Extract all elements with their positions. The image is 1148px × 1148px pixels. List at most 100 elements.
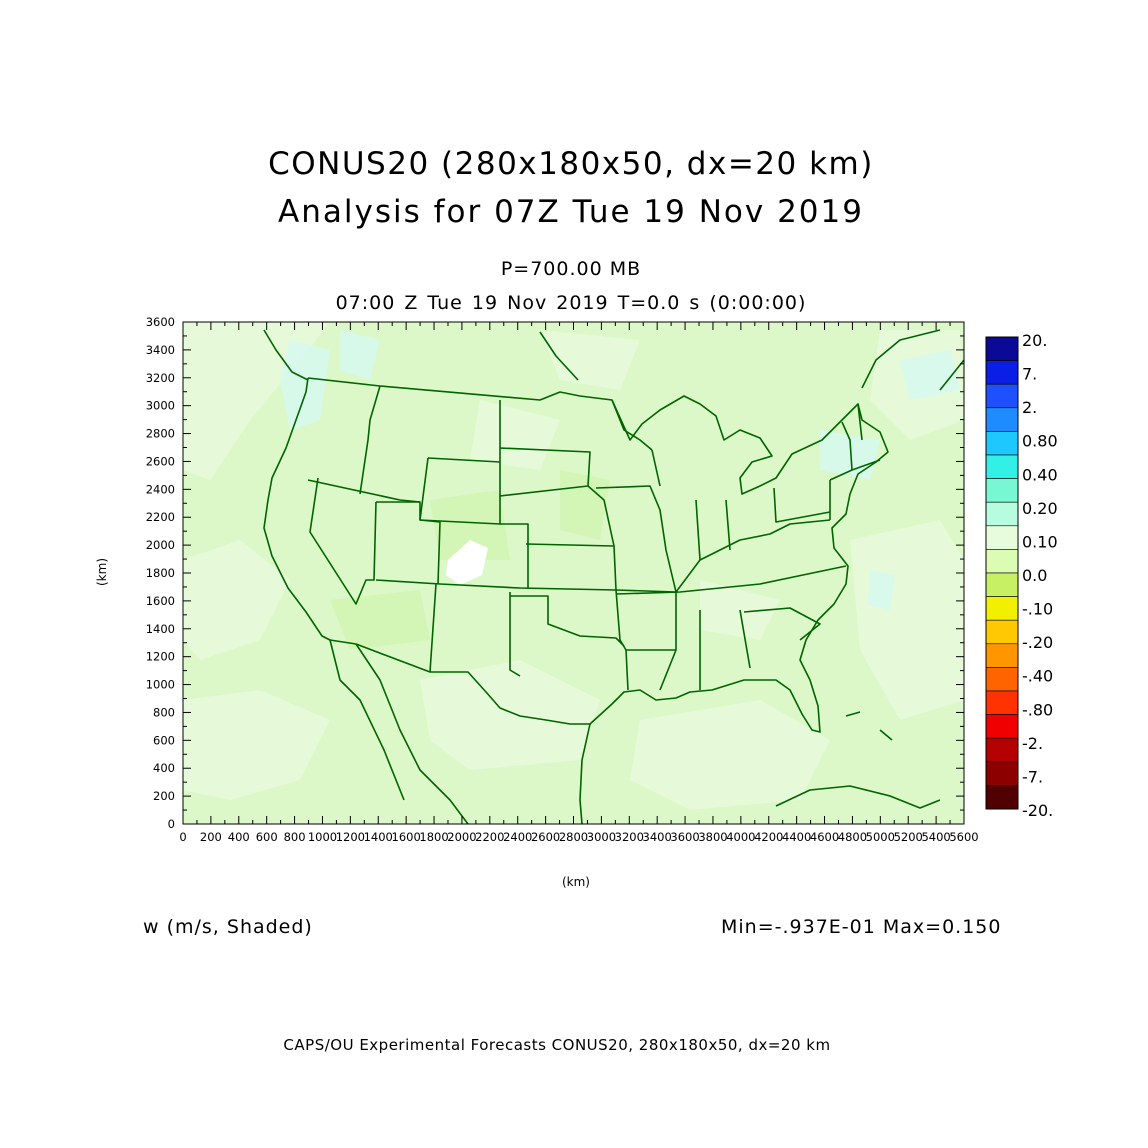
boundary-line (509, 592, 521, 677)
boundary-line (499, 447, 591, 497)
field-mid-patch (430, 490, 510, 560)
x-tick-label: 1600 (392, 830, 421, 844)
footer-credit: CAPS/OU Experimental Forecasts CONUS20, … (283, 1036, 831, 1054)
boundary-line (329, 639, 405, 801)
colorbar-swatch (985, 431, 1019, 456)
x-tick-label: 2600 (531, 830, 560, 844)
y-tick-label: 3200 (146, 371, 175, 385)
min-max-label: Min=-.937E-01 Max=0.150 (721, 916, 1002, 938)
colorbar-swatch (985, 336, 1019, 361)
boundary-line (510, 595, 625, 647)
boundary-line (579, 723, 591, 825)
x-tick-label: 3000 (587, 830, 616, 844)
boundary-line (625, 649, 629, 691)
colorbar-swatch (985, 525, 1019, 550)
y-tick-label: 1400 (146, 622, 175, 636)
boundary-line (263, 329, 309, 381)
x-tick-label: 4000 (726, 830, 755, 844)
colorbar-swatch (985, 690, 1019, 715)
x-tick-label: 0 (179, 830, 186, 844)
boundary-line (539, 331, 579, 381)
y-tick-label: 1800 (146, 566, 175, 580)
boundary-line (500, 523, 529, 588)
boundary-line (427, 457, 501, 463)
x-tick-label: 4400 (782, 830, 811, 844)
field-white-patch (446, 540, 488, 585)
axis-ticks (182, 321, 965, 825)
y-tick-label: 200 (153, 789, 175, 803)
boundary-line (695, 499, 701, 561)
field-light-patch (540, 330, 640, 390)
x-tick-label: 4200 (754, 830, 783, 844)
colorbar-swatch (985, 572, 1019, 597)
boundary-line (773, 487, 831, 523)
colorbar-swatch (985, 737, 1019, 763)
y-tick-label: 2400 (146, 482, 175, 496)
boundary-line (659, 592, 677, 691)
boundary-line (611, 399, 653, 451)
x-tick-label: 5600 (949, 830, 978, 844)
colorbar-label: 0.40 (1022, 465, 1058, 484)
x-tick-label: 800 (284, 830, 306, 844)
field-cyan-patch (868, 570, 895, 610)
field-light-patch (183, 540, 290, 660)
y-tick-label: 3400 (146, 343, 175, 357)
field-cyan-patch (340, 330, 380, 380)
y-tick-label: 2200 (146, 510, 175, 524)
colorbar-label: 0.0 (1022, 566, 1047, 585)
axis-tick-labels: 0 200 400 600 800 100012001400160018002000220… (146, 315, 979, 844)
field-mid-patch (330, 590, 430, 650)
x-tick-label: 5000 (866, 830, 895, 844)
shaded-field (183, 322, 964, 824)
colorbar-label: -7. (1022, 767, 1043, 786)
colorbar-label: -.40 (1022, 667, 1053, 686)
colorbar-label: -20. (1022, 801, 1053, 820)
y-tick-label: 600 (153, 733, 175, 747)
x-tick-label: 4800 (838, 830, 867, 844)
x-tick-label: 1000 (308, 830, 337, 844)
boundary-line (419, 457, 429, 521)
colorbar-label: 0.80 (1022, 432, 1058, 451)
field-cyan-patch (900, 350, 960, 400)
valid-time: 07:00 Z Tue 19 Nov 2019 T=0.0 s (0:00:00… (335, 292, 807, 314)
boundary-line (355, 643, 469, 825)
x-tick-label: 5200 (894, 830, 923, 844)
y-tick-label: 2800 (146, 427, 175, 441)
field-light-patch (470, 400, 560, 470)
colorbar-swatch (985, 407, 1019, 432)
y-tick-label: 400 (153, 761, 175, 775)
y-tick-label: 1000 (146, 678, 175, 692)
boundary-line (309, 477, 377, 605)
colorbar-swatch (985, 549, 1019, 574)
colorbar-label: 2. (1022, 398, 1037, 417)
boundary-line (525, 543, 615, 547)
y-tick-label: 3000 (146, 399, 175, 413)
field-cyan-patch (820, 430, 880, 480)
x-tick-label: 600 (256, 830, 278, 844)
colorbar-swatch (985, 596, 1019, 621)
colorbar-swatch (985, 619, 1019, 645)
colorbar-label: 0.10 (1022, 532, 1058, 551)
variable-label: w (m/s, Shaded) (143, 916, 313, 938)
field-cyan-patch (280, 340, 330, 430)
colorbar-swatch (985, 785, 1019, 810)
colorbar-label: 0.20 (1022, 499, 1058, 518)
colorbar-swatch (985, 383, 1019, 409)
state-boundaries (263, 329, 965, 825)
x-tick-label: 200 (200, 830, 222, 844)
colorbar-swatch (985, 478, 1019, 503)
colorbar-label: -.80 (1022, 700, 1053, 719)
x-tick-label: 3600 (670, 830, 699, 844)
y-tick-label: 1600 (146, 594, 175, 608)
colorbar-label: -2. (1022, 734, 1043, 753)
colorbar-swatch (985, 714, 1019, 739)
boundary-line (725, 499, 731, 551)
x-tick-label: 3800 (698, 830, 727, 844)
colorbar-label: 7. (1022, 365, 1037, 384)
y-tick-label: 2000 (146, 538, 175, 552)
boundary-line (841, 421, 853, 471)
y-tick-label: 2600 (146, 454, 175, 468)
colorbar-label: 20. (1022, 331, 1047, 350)
x-tick-label: 2800 (559, 830, 588, 844)
